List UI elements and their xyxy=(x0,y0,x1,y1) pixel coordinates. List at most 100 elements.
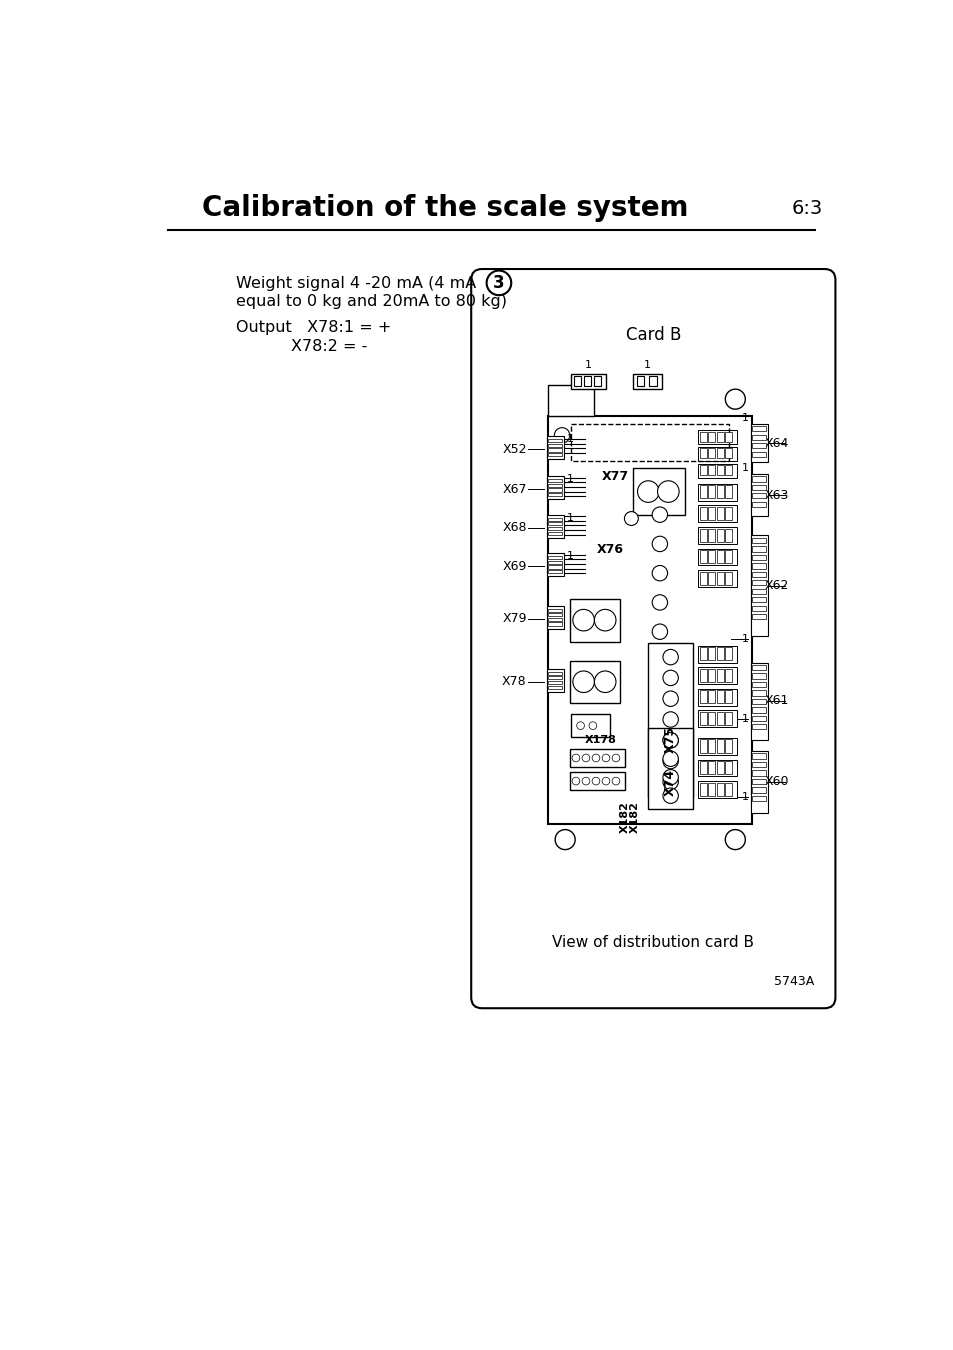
Bar xyxy=(700,448,706,459)
Circle shape xyxy=(592,755,599,761)
Bar xyxy=(708,571,715,585)
Bar xyxy=(724,668,732,682)
Circle shape xyxy=(554,428,569,443)
Circle shape xyxy=(652,711,667,728)
Bar xyxy=(708,783,715,795)
Bar xyxy=(752,485,765,490)
Bar xyxy=(716,761,723,774)
Bar xyxy=(752,477,765,482)
Bar xyxy=(708,508,715,520)
Bar xyxy=(698,710,736,728)
Bar xyxy=(548,556,561,559)
Bar xyxy=(698,760,736,776)
Bar xyxy=(574,377,580,386)
Bar xyxy=(546,436,563,459)
Bar xyxy=(700,549,706,563)
Bar xyxy=(708,466,715,475)
Bar xyxy=(698,782,736,798)
Bar xyxy=(708,711,715,725)
Circle shape xyxy=(577,722,584,729)
Bar xyxy=(698,429,736,444)
Bar xyxy=(548,686,561,688)
Bar xyxy=(752,502,765,508)
Bar xyxy=(548,385,594,416)
Bar xyxy=(636,377,644,386)
Bar xyxy=(716,647,723,660)
Bar xyxy=(752,614,765,620)
Text: X182: X182 xyxy=(629,801,639,833)
Bar xyxy=(752,443,765,448)
Circle shape xyxy=(594,609,616,630)
Bar xyxy=(724,448,732,459)
Bar xyxy=(708,668,715,682)
Text: X63: X63 xyxy=(764,489,788,502)
Bar xyxy=(584,377,590,386)
Bar xyxy=(700,508,706,520)
Bar xyxy=(571,424,728,460)
Text: Calibration of the scale system: Calibration of the scale system xyxy=(202,194,687,223)
Bar xyxy=(716,571,723,585)
Bar xyxy=(752,699,765,705)
Text: X77: X77 xyxy=(601,470,629,483)
Bar xyxy=(724,432,732,441)
Text: X52: X52 xyxy=(501,443,526,456)
Bar xyxy=(752,707,765,713)
Circle shape xyxy=(581,778,589,784)
Text: X69: X69 xyxy=(501,560,526,572)
Bar xyxy=(548,622,561,625)
Text: View of distribution card B: View of distribution card B xyxy=(552,934,754,949)
Circle shape xyxy=(657,481,679,502)
Circle shape xyxy=(662,788,678,803)
Bar xyxy=(548,518,561,521)
Bar xyxy=(632,468,684,514)
Bar xyxy=(750,663,767,740)
Bar xyxy=(648,377,656,386)
Bar xyxy=(700,740,706,752)
Text: X67: X67 xyxy=(501,483,526,495)
Circle shape xyxy=(581,755,589,761)
Bar xyxy=(700,571,706,585)
Circle shape xyxy=(662,711,678,728)
Bar xyxy=(548,454,561,456)
Bar xyxy=(724,711,732,725)
Circle shape xyxy=(612,778,619,784)
Text: 1: 1 xyxy=(566,474,573,485)
Bar xyxy=(548,489,561,491)
Bar xyxy=(716,486,723,498)
Bar xyxy=(548,680,561,684)
Bar xyxy=(752,571,765,576)
Bar xyxy=(724,571,732,585)
Bar xyxy=(750,536,767,636)
Circle shape xyxy=(662,670,678,686)
Bar xyxy=(752,716,765,721)
Bar xyxy=(752,795,765,801)
Circle shape xyxy=(601,755,609,761)
Bar xyxy=(698,548,736,566)
Bar xyxy=(724,690,732,703)
Bar xyxy=(752,537,765,543)
Bar xyxy=(571,714,609,737)
Bar xyxy=(546,668,563,691)
Text: X79: X79 xyxy=(501,612,526,625)
Circle shape xyxy=(652,536,667,552)
Bar xyxy=(752,597,765,602)
Text: Output   X78:1 = +: Output X78:1 = + xyxy=(235,320,391,335)
Bar xyxy=(708,690,715,703)
Text: 1: 1 xyxy=(584,359,591,370)
Bar xyxy=(724,549,732,563)
Bar xyxy=(708,761,715,774)
Bar xyxy=(724,486,732,498)
Bar xyxy=(752,580,765,586)
Bar xyxy=(752,547,765,552)
Circle shape xyxy=(572,609,594,630)
Bar xyxy=(548,479,561,482)
Bar xyxy=(548,570,561,574)
Bar xyxy=(724,508,732,520)
Text: 1: 1 xyxy=(740,634,748,644)
Bar xyxy=(752,451,765,456)
Text: X61: X61 xyxy=(764,694,788,707)
Bar xyxy=(698,570,736,587)
Bar xyxy=(716,668,723,682)
Bar xyxy=(752,787,765,792)
Bar xyxy=(716,528,723,541)
